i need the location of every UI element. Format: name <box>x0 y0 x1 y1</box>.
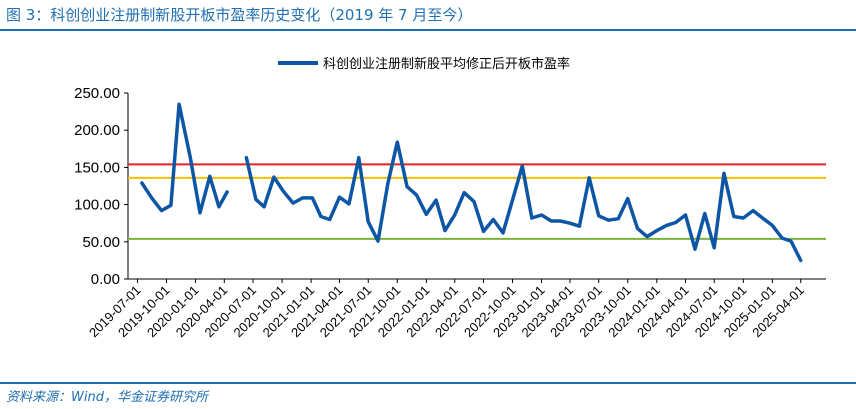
data-point <box>255 198 257 201</box>
y-tick-label: 250.00 <box>74 85 120 102</box>
data-point <box>492 218 495 221</box>
data-point <box>311 197 314 199</box>
data-point <box>367 220 370 223</box>
data-point <box>263 206 265 208</box>
data-point <box>578 225 581 227</box>
x-axis: 2019-07-012019-10-012020-01-012020-04-01… <box>86 278 826 340</box>
data-point <box>771 224 774 227</box>
data-point <box>502 232 504 234</box>
data-point <box>790 240 792 242</box>
data-point <box>588 177 590 179</box>
y-tick-label: 50.00 <box>82 234 120 251</box>
series-line <box>244 140 803 263</box>
data-point <box>482 230 485 233</box>
data-point <box>415 194 418 196</box>
data-point <box>292 202 294 204</box>
reference-lines <box>128 163 826 240</box>
data-point <box>636 227 639 230</box>
data-point <box>781 237 783 239</box>
data-point <box>189 156 191 158</box>
data-point <box>320 215 322 218</box>
data-point <box>435 199 437 201</box>
data-point <box>348 203 350 205</box>
data-point <box>540 214 543 216</box>
series-line <box>140 102 229 215</box>
series-group <box>140 102 803 263</box>
data-point <box>742 217 745 219</box>
footer-rule <box>0 382 856 384</box>
data-point <box>273 176 275 178</box>
data-point <box>607 219 610 221</box>
data-point <box>358 156 360 159</box>
data-point <box>713 247 715 249</box>
data-point <box>282 190 285 192</box>
data-point <box>646 235 648 238</box>
figure-title: 图 3：科创创业注册制新股开板市盈率历史变化（2019 年 7 月至今） <box>6 6 473 24</box>
data-point <box>396 141 399 143</box>
data-point <box>473 200 475 203</box>
data-point <box>328 218 331 221</box>
data-point <box>704 212 706 215</box>
data-point <box>170 204 172 207</box>
data-point <box>761 217 764 219</box>
data-point <box>559 220 561 222</box>
y-tick-label: 100.00 <box>74 197 120 214</box>
data-point <box>617 217 620 220</box>
data-point <box>674 221 677 224</box>
data-point <box>178 103 180 105</box>
data-point <box>338 196 341 198</box>
chart-legend: 科创创业注册制新股平均修正后开板市盈率 <box>278 56 570 71</box>
data-point <box>199 212 201 214</box>
data-point <box>752 209 754 212</box>
data-point <box>521 165 524 167</box>
data-point <box>597 215 600 217</box>
data-point <box>656 229 658 232</box>
data-point <box>387 183 389 185</box>
data-point <box>444 229 446 232</box>
y-tick-label: 0.00 <box>91 271 120 288</box>
data-point <box>550 220 553 222</box>
data-point <box>377 240 379 242</box>
data-point <box>160 209 163 212</box>
data-point <box>694 248 696 250</box>
data-point <box>209 175 211 178</box>
data-point <box>626 197 629 200</box>
data-point <box>723 172 725 175</box>
data-point <box>218 206 220 208</box>
data-point <box>245 156 248 159</box>
data-point <box>569 222 571 224</box>
data-point <box>684 214 687 216</box>
data-point <box>511 199 514 201</box>
data-point <box>733 215 735 218</box>
data-point <box>226 191 228 193</box>
y-tick-label: 200.00 <box>74 122 120 139</box>
title-rule <box>0 29 856 31</box>
data-point <box>453 214 456 216</box>
data-point <box>425 213 428 216</box>
source-note: 资料来源：Wind，华金证券研究所 <box>6 390 208 405</box>
data-point <box>406 185 408 188</box>
data-point <box>141 182 143 184</box>
legend-label: 科创创业注册制新股平均修正后开板市盈率 <box>323 56 570 71</box>
data-point <box>665 224 668 227</box>
data-point <box>799 259 802 262</box>
data-point <box>463 191 466 194</box>
y-tick-label: 150.00 <box>74 159 120 176</box>
data-point <box>531 217 533 219</box>
data-point <box>301 197 304 199</box>
data-point <box>150 197 153 199</box>
y-axis: 250.00 200.00 150.00 100.00 50.00 0.00 <box>74 85 129 288</box>
